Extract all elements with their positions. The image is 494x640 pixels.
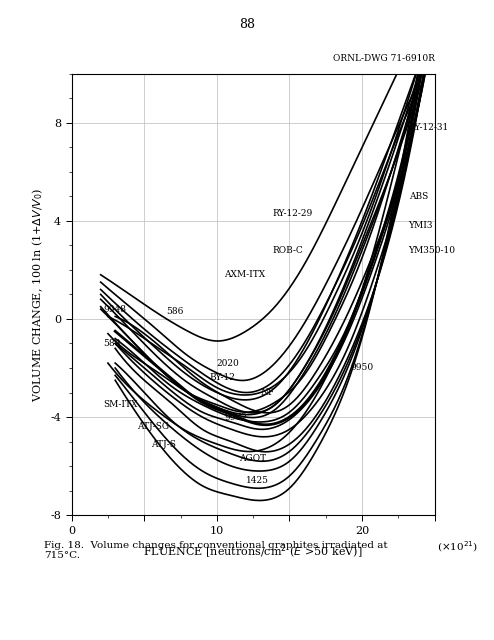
Text: 9948: 9948 [104, 305, 126, 314]
Text: YMI3: YMI3 [409, 221, 433, 230]
Text: 9972: 9972 [224, 413, 247, 422]
Text: AXM-ITX: AXM-ITX [224, 270, 265, 279]
Text: 9950: 9950 [350, 364, 373, 372]
Text: RY-12-31: RY-12-31 [409, 123, 449, 132]
Text: 586: 586 [166, 307, 183, 316]
X-axis label: FLUENCE [neutrons/cm$^2$ ($E$ >50 keV)]: FLUENCE [neutrons/cm$^2$ ($E$ >50 keV)] [143, 543, 363, 561]
Text: ABS: ABS [409, 192, 428, 201]
Text: SM-ITX: SM-ITX [104, 400, 138, 410]
Text: BY-12: BY-12 [209, 373, 236, 382]
Text: ATJ-SG: ATJ-SG [137, 422, 169, 431]
Text: AGOT: AGOT [239, 454, 266, 463]
Text: 88: 88 [239, 18, 255, 31]
Text: NF: NF [260, 388, 275, 397]
Text: YM350-10: YM350-10 [409, 246, 455, 255]
Text: RY-12-29: RY-12-29 [272, 209, 312, 218]
Text: 2020: 2020 [217, 358, 240, 367]
Text: ROB-C: ROB-C [272, 246, 303, 255]
Text: ATJ-S: ATJ-S [152, 440, 176, 449]
Text: ORNL-DWG 71-6910R: ORNL-DWG 71-6910R [333, 54, 435, 63]
Text: 1425: 1425 [246, 476, 269, 485]
Text: Fig. 18.  Volume changes for conventional graphites irradiated at
715°C.: Fig. 18. Volume changes for conventional… [44, 541, 388, 560]
Text: ($\times$10$^{21}$): ($\times$10$^{21}$) [437, 540, 478, 554]
Text: 588: 588 [104, 339, 121, 348]
Y-axis label: VOLUME CHANGE, 100 ln (1+$\Delta$$V$/$V_0$): VOLUME CHANGE, 100 ln (1+$\Delta$$V$/$V_… [30, 188, 45, 401]
